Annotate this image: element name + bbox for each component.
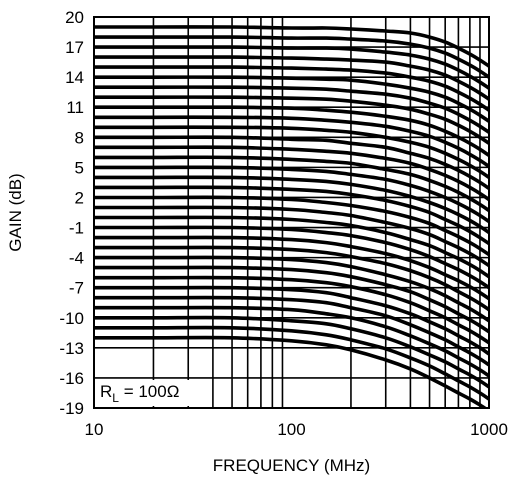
y-tick-label: -7 xyxy=(69,279,84,298)
y-tick-label: 11 xyxy=(66,98,84,117)
gain-curve-14 xyxy=(94,155,489,212)
annotation-background xyxy=(97,380,205,406)
gain-curve-22 xyxy=(94,235,489,301)
gain-curve-16 xyxy=(94,175,489,235)
y-tick-label: -19 xyxy=(59,399,84,418)
gain-curve-2 xyxy=(94,35,489,79)
y-tick-label: 5 xyxy=(75,158,84,177)
y-tick-label: -1 xyxy=(69,219,84,238)
y-axis-label: GAIN (dB) xyxy=(6,173,25,251)
gain-curve-17 xyxy=(94,185,489,246)
plot-frame xyxy=(93,16,490,409)
gain-curve-18 xyxy=(94,195,489,257)
gain-curve-15 xyxy=(94,165,489,223)
x-tick-labels: 10 100 1000 xyxy=(85,420,508,439)
y-tick-label: -4 xyxy=(69,249,84,268)
series-lines xyxy=(94,25,489,408)
load-resistance-annotation: RL = 100Ω xyxy=(100,382,179,405)
gain-curve-24 xyxy=(94,255,489,323)
gain-curve-23 xyxy=(94,245,489,312)
gain-curve-11 xyxy=(94,125,489,179)
y-tick-label: 20 xyxy=(65,8,84,27)
y-tick-label: -10 xyxy=(59,309,84,328)
y-tick-label: -16 xyxy=(59,369,84,388)
y-tick-labels: 20 17 14 11 8 5 2 -1 -4 -7 -10 -13 -16 -19 xyxy=(59,8,84,418)
gain-curve-13 xyxy=(94,145,489,201)
gain-curve-20 xyxy=(94,215,489,279)
gain-curve-5 xyxy=(94,65,489,112)
gain-curve-28 xyxy=(94,295,489,367)
y-tick-label: 8 xyxy=(75,128,84,147)
y-tick-label: -13 xyxy=(59,339,84,358)
gain-curve-32 xyxy=(94,335,488,408)
y-tick-label: 14 xyxy=(65,68,84,87)
gain-curve-19 xyxy=(94,205,489,268)
gain-curve-30 xyxy=(94,315,489,389)
gain-curve-8 xyxy=(94,95,489,145)
gain-curve-25 xyxy=(94,265,489,334)
gain-curve-9 xyxy=(94,105,489,157)
gain-curve-7 xyxy=(94,85,489,134)
annotation-subscript: L xyxy=(112,391,119,405)
gain-curve-29 xyxy=(94,305,489,378)
gain-curve-21 xyxy=(94,225,489,290)
x-tick-label: 1000 xyxy=(470,420,508,439)
x-tick-label: 10 xyxy=(85,420,104,439)
annotation-value: = 100Ω xyxy=(119,382,179,401)
x-axis-label: FREQUENCY (MHz) xyxy=(213,456,370,475)
y-tick-label: 2 xyxy=(75,188,84,207)
gain-curve-12 xyxy=(94,135,489,190)
gain-curve-6 xyxy=(94,75,489,123)
gain-curve-4 xyxy=(94,55,489,101)
y-tick-label: 17 xyxy=(65,38,84,57)
gain-curve-1 xyxy=(94,25,489,68)
annotation-base: R xyxy=(100,382,112,401)
gain-curve-3 xyxy=(94,45,489,90)
gain-curve-31 xyxy=(94,325,489,401)
gain-curve-10 xyxy=(94,115,489,168)
x-tick-label: 100 xyxy=(277,420,305,439)
gain-curve-27 xyxy=(94,285,489,356)
gain-curve-26 xyxy=(94,275,489,345)
